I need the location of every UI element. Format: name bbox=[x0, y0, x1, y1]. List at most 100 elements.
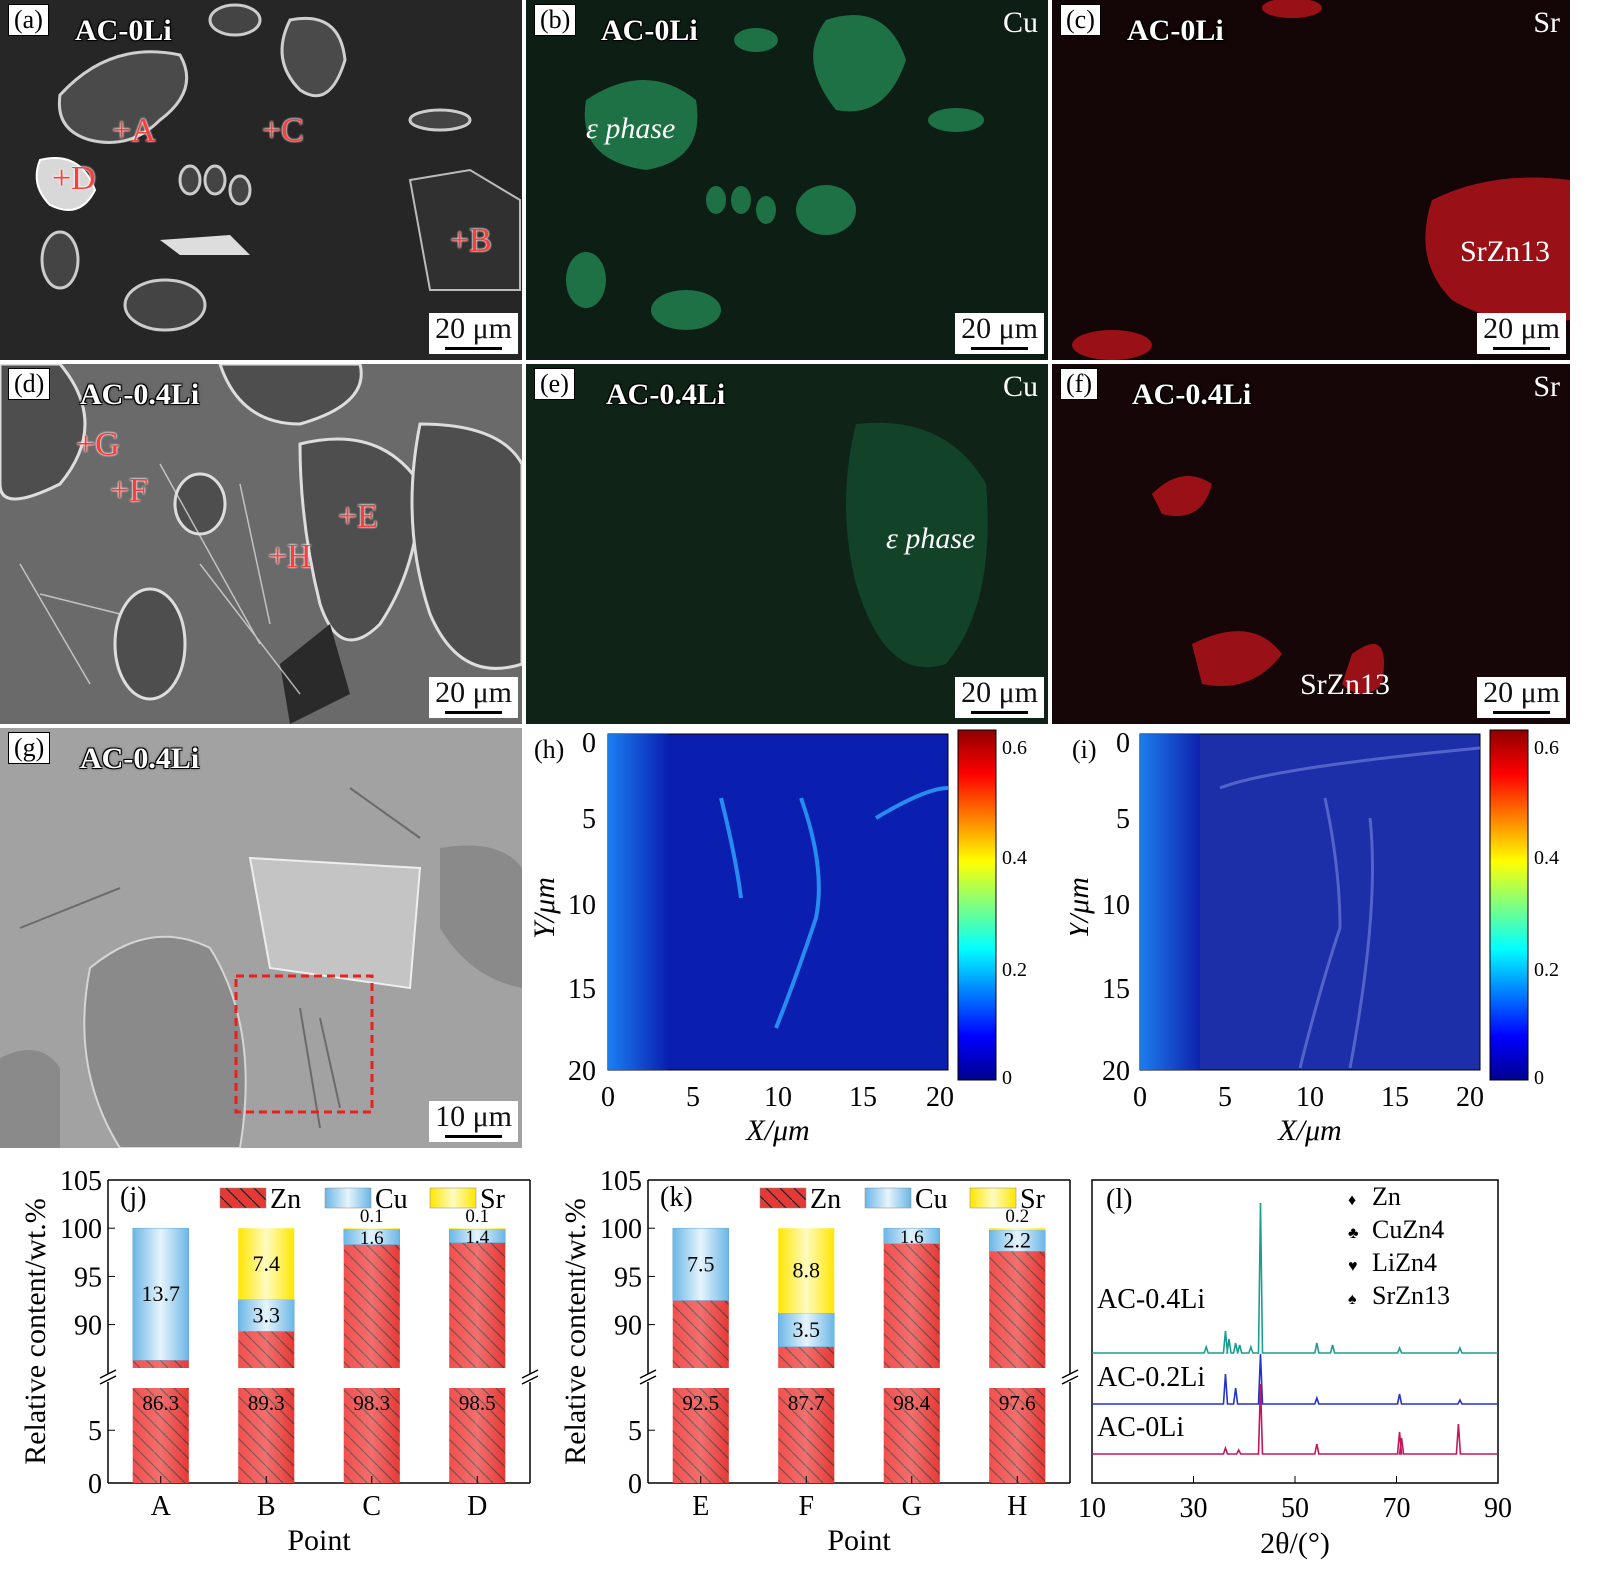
bar-zn-lower-hatch-B bbox=[238, 1388, 295, 1483]
xrd-trace-ac-0li bbox=[1092, 1383, 1498, 1455]
scale-bar-d: 20 μm bbox=[429, 677, 518, 718]
legend-swatch-sr-j bbox=[429, 1187, 477, 1209]
bar-zn-lower-hatch-A bbox=[132, 1388, 189, 1483]
legend-label-cu-j: Cu bbox=[375, 1184, 408, 1215]
scale-bar-f: 20 μm bbox=[1477, 677, 1566, 718]
x-tick-label-F: F bbox=[798, 1491, 814, 1522]
sr-map-c bbox=[1052, 0, 1570, 360]
x-tick-i-2: 10 bbox=[1296, 1082, 1324, 1113]
cbar-tick-h-1: 0.2 bbox=[1002, 959, 1027, 981]
xrd-trace-ac-0.4li bbox=[1092, 1202, 1498, 1354]
panel-label-b: (b) bbox=[534, 4, 577, 36]
x-tick-label-E: E bbox=[692, 1491, 709, 1522]
data-label-sr-F: 8.8 bbox=[793, 1258, 821, 1283]
x-axis-label-j: Point bbox=[287, 1524, 351, 1557]
colorbar-ticks-i: 0 0.2 0.4 0.6 bbox=[1534, 737, 1559, 1089]
y-tick-h-4: 20 bbox=[568, 1056, 596, 1087]
bar-cu-A bbox=[132, 1227, 189, 1361]
y-tick-label-j: 105 bbox=[60, 1166, 102, 1197]
overlay-structure-i bbox=[1219, 746, 1481, 1069]
legend-label-l-0: Zn bbox=[1372, 1182, 1401, 1211]
xrd-trace-ac-0.2li bbox=[1092, 1353, 1498, 1405]
x-tick-i-3: 15 bbox=[1381, 1082, 1409, 1113]
y-tick-i-4: 20 bbox=[1102, 1056, 1130, 1087]
cbar-tick-i-1: 0.2 bbox=[1534, 959, 1559, 981]
data-label-sr-D: 0.1 bbox=[465, 1206, 489, 1227]
y-tick-h-2: 10 bbox=[568, 890, 596, 921]
x-tick-i-4: 20 bbox=[1456, 1082, 1484, 1113]
data-label-sr-C: 0.1 bbox=[360, 1206, 384, 1227]
legend-label-zn-j: Zn bbox=[270, 1184, 301, 1215]
sample-name-a: AC-0Li bbox=[75, 14, 172, 47]
sem-image-a: (a) AC-0Li +A +B +C +D 20 μm bbox=[0, 0, 522, 360]
phase-label-e: ε phase bbox=[886, 522, 975, 556]
bar-zn-upper-hatch-F bbox=[778, 1346, 835, 1368]
data-label-cu-A: 13.7 bbox=[142, 1281, 181, 1306]
y-tick-label-j: 95 bbox=[74, 1262, 102, 1293]
sample-name-c: AC-0Li bbox=[1127, 14, 1224, 47]
y-ticks-i: 0 5 10 15 20 bbox=[1102, 728, 1130, 1087]
x-tick-label-C: C bbox=[362, 1491, 381, 1522]
cbar-tick-i-0: 0 bbox=[1534, 1067, 1544, 1089]
xrd-chart-l: (l) 10 30 50 70 90 2θ/(°) AC-0.4Li AC-0.2Li AC-0L… bbox=[1080, 1179, 1512, 1560]
bar-cu-B bbox=[238, 1299, 295, 1332]
heatmap-hot-traces-h bbox=[719, 786, 949, 1029]
element-sr-f: Sr bbox=[1533, 370, 1560, 403]
scale-bar-g: 10 μm bbox=[429, 1101, 518, 1142]
data-label-zn-H: 97.6 bbox=[999, 1391, 1036, 1415]
scale-bar-e: 20 μm bbox=[955, 677, 1044, 718]
cbar-tick-h-3: 0.6 bbox=[1002, 737, 1027, 759]
bar-sr-D bbox=[449, 1228, 506, 1230]
data-label-zn-B: 89.3 bbox=[248, 1391, 285, 1415]
sr-map-f bbox=[1052, 364, 1570, 724]
heatmap-hot-band-h bbox=[608, 734, 668, 1070]
y-tick-label-j: 90 bbox=[74, 1311, 102, 1342]
x-tick-label-l: 10 bbox=[1080, 1493, 1106, 1524]
bar-zn-lower-hatch-D bbox=[449, 1388, 506, 1483]
ylabel-i: Y/μm bbox=[1070, 877, 1095, 939]
xlabel-h: X/μm bbox=[745, 1114, 809, 1147]
phase-text-b: ε phase bbox=[586, 112, 676, 145]
axis-break-right-j bbox=[521, 1369, 539, 1385]
legend-label-sr-j: Sr bbox=[480, 1184, 506, 1215]
bar-zn-upper-hatch-A bbox=[132, 1360, 189, 1368]
y-tick-label-j: 5 bbox=[88, 1416, 102, 1447]
sem-micrograph-d bbox=[0, 364, 522, 724]
panel-label-g: (g) bbox=[8, 732, 51, 764]
legend-label-l-1: CuZn4 bbox=[1372, 1215, 1444, 1244]
x-axis-label-l: 2θ/(°) bbox=[1260, 1527, 1330, 1560]
sample-name-g: AC-0.4Li bbox=[80, 742, 200, 775]
y-tick-label-k: 95 bbox=[614, 1262, 642, 1293]
sem-micrograph-g bbox=[0, 728, 522, 1148]
stacked-bar-chart-j: 90 95 100 105 0 5 Relative content/wt.% Point (j… bbox=[19, 1166, 539, 1557]
scale-bar-b: 20 μm bbox=[955, 313, 1044, 354]
point-marker-g: +G bbox=[76, 426, 120, 463]
panel-label-a: (a) bbox=[8, 4, 49, 36]
y-tick-h-3: 15 bbox=[568, 974, 596, 1005]
xlabel-i: X/μm bbox=[1277, 1114, 1341, 1147]
panel-label-f: (f) bbox=[1060, 368, 1098, 400]
bar-zn-lower-hatch-C bbox=[343, 1388, 400, 1483]
legend-label-l-3: SrZn13 bbox=[1372, 1281, 1450, 1310]
panel-label-i: (i) bbox=[1072, 735, 1097, 764]
bar-zn-lower-hatch-H bbox=[989, 1388, 1046, 1483]
panel-label-l: (l) bbox=[1106, 1184, 1132, 1215]
data-label-cu-F: 3.5 bbox=[793, 1317, 821, 1342]
axis-break-right-k bbox=[1061, 1369, 1079, 1385]
cbar-tick-i-3: 0.6 bbox=[1534, 737, 1559, 759]
data-label-zn-A: 86.3 bbox=[142, 1391, 179, 1415]
data-label-cu-B: 3.3 bbox=[253, 1302, 281, 1327]
eds-map-c: (c) AC-0Li Sr SrZn13 20 μm bbox=[1052, 0, 1570, 360]
data-label-cu-H: 2.2 bbox=[1004, 1228, 1032, 1253]
data-label-cu-G: 1.6 bbox=[900, 1227, 924, 1248]
data-label-zn-F: 87.7 bbox=[788, 1391, 825, 1415]
y-tick-label-k: 5 bbox=[628, 1416, 642, 1447]
data-label-zn-E: 92.5 bbox=[682, 1391, 719, 1415]
y-tick-label-k: 105 bbox=[600, 1166, 642, 1197]
y-tick-i-3: 15 bbox=[1102, 974, 1130, 1005]
eds-map-b: (b) AC-0Li Cu ε phase 20 μm bbox=[526, 0, 1048, 360]
sample-name-f: AC-0.4Li bbox=[1132, 378, 1252, 411]
panel-label-c: (c) bbox=[1060, 4, 1101, 36]
bar-zn-lower-hatch-G bbox=[883, 1388, 940, 1483]
x-tick-h-1: 5 bbox=[686, 1082, 700, 1113]
